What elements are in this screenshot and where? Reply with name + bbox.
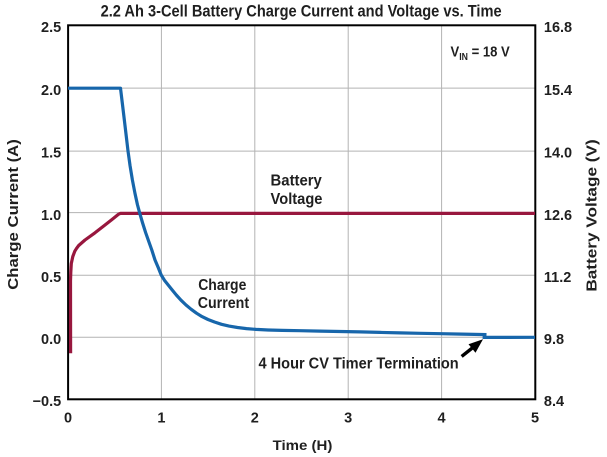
svg-text:Current: Current [198, 295, 249, 312]
svg-text:4 Hour CV Timer Termination: 4 Hour CV Timer Termination [259, 355, 459, 372]
svg-text:12.6: 12.6 [544, 208, 572, 224]
svg-text:Charge: Charge [198, 277, 247, 294]
svg-text:2.5: 2.5 [41, 20, 61, 36]
svg-text:16.8: 16.8 [544, 20, 572, 36]
svg-text:0: 0 [64, 410, 72, 426]
svg-text:14.0: 14.0 [544, 146, 572, 162]
svg-text:Time (H): Time (H) [273, 437, 333, 453]
svg-text:15.4: 15.4 [544, 83, 572, 99]
svg-text:5: 5 [531, 410, 539, 426]
svg-text:1.0: 1.0 [41, 208, 61, 224]
svg-text:−0.5: −0.5 [33, 394, 62, 410]
svg-text:11.2: 11.2 [544, 270, 571, 286]
svg-text:0.5: 0.5 [41, 270, 61, 286]
svg-text:1.5: 1.5 [41, 146, 61, 162]
svg-text:2.0: 2.0 [41, 83, 61, 99]
svg-text:9.8: 9.8 [544, 332, 564, 348]
svg-text:8.4: 8.4 [544, 394, 564, 410]
svg-text:Charge Current (A): Charge Current (A) [6, 139, 22, 290]
svg-text:Voltage: Voltage [271, 191, 323, 208]
svg-text:Battery: Battery [271, 172, 323, 189]
svg-text:2.2 Ah 3-Cell Battery Charge C: 2.2 Ah 3-Cell Battery Charge Current and… [101, 3, 502, 21]
svg-text:0.0: 0.0 [41, 332, 61, 348]
svg-text:3: 3 [344, 410, 352, 426]
svg-text:4: 4 [438, 410, 446, 426]
svg-text:1: 1 [157, 410, 165, 426]
svg-text:2: 2 [251, 410, 259, 426]
svg-text:Battery Voltage (V): Battery Voltage (V) [585, 139, 601, 292]
